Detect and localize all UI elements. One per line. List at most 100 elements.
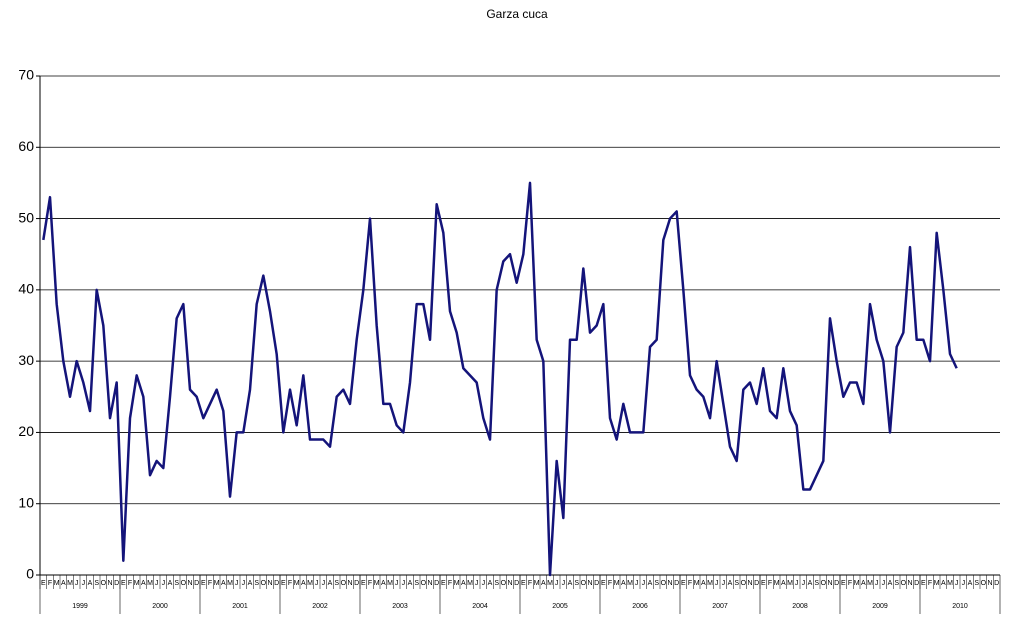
year-label: 2008: [792, 603, 808, 610]
x-tick-label: J: [162, 580, 166, 587]
x-tick-label: M: [294, 580, 300, 587]
x-tick-label: A: [328, 580, 333, 587]
x-tick-label: J: [75, 580, 79, 587]
x-tick-label: J: [962, 580, 966, 587]
x-tick-label: F: [48, 580, 52, 587]
y-tick-label: 60: [18, 138, 34, 154]
data-line: [42, 181, 958, 577]
x-tick-label: D: [274, 580, 279, 587]
x-tick-label: N: [267, 580, 272, 587]
x-tick-label: F: [768, 580, 772, 587]
year-label: 2001: [232, 603, 248, 610]
x-tick-label: O: [421, 580, 427, 587]
x-tick-label: J: [722, 580, 726, 587]
x-tick-label: O: [181, 580, 187, 587]
x-tick-label: E: [761, 580, 766, 587]
x-tick-label: J: [475, 580, 479, 587]
x-tick-label: A: [168, 580, 173, 587]
x-tick-label: A: [808, 580, 813, 587]
x-tick-label: D: [194, 580, 199, 587]
x-tick-label: A: [728, 580, 733, 587]
x-tick-label: E: [521, 580, 526, 587]
x-tick-label: J: [482, 580, 486, 587]
year-label: 1999: [72, 603, 88, 610]
x-tick-label: N: [827, 580, 832, 587]
x-tick-label: A: [248, 580, 253, 587]
year-label: 2005: [552, 603, 568, 610]
x-tick-label: F: [288, 580, 292, 587]
x-tick-label: A: [488, 580, 493, 587]
x-tick-label: J: [715, 580, 719, 587]
x-tick-label: S: [174, 580, 179, 587]
x-tick-label: A: [61, 580, 66, 587]
x-tick-label: J: [402, 580, 406, 587]
x-tick-label: E: [281, 580, 286, 587]
x-tick-label: E: [121, 580, 126, 587]
x-tick-label: A: [141, 580, 146, 587]
x-tick-label: A: [88, 580, 93, 587]
x-tick-label: A: [781, 580, 786, 587]
x-tick-label: J: [642, 580, 646, 587]
x-tick-label: J: [802, 580, 806, 587]
x-tick-label: F: [928, 580, 932, 587]
x-tick-label: J: [82, 580, 86, 587]
x-tick-label: D: [514, 580, 519, 587]
x-tick-label: S: [814, 580, 819, 587]
x-tick-label: M: [614, 580, 620, 587]
x-tick-label: N: [107, 580, 112, 587]
x-tick-label: J: [555, 580, 559, 587]
x-tick-label: E: [681, 580, 686, 587]
x-tick-label: N: [187, 580, 192, 587]
x-tick-label: D: [674, 580, 679, 587]
x-tick-label: M: [54, 580, 60, 587]
x-tick-label: F: [128, 580, 132, 587]
chart-title: Garza cuca: [486, 7, 548, 21]
x-tick-label: O: [261, 580, 267, 587]
x-tick-label: S: [414, 580, 419, 587]
x-tick-label: M: [307, 580, 313, 587]
x-tick-label: E: [441, 580, 446, 587]
x-tick-label: J: [322, 580, 326, 587]
x-tick-label: S: [254, 580, 259, 587]
x-tick-label: O: [661, 580, 667, 587]
x-tick-label: A: [968, 580, 973, 587]
x-tick-label: N: [667, 580, 672, 587]
x-tick-label: A: [541, 580, 546, 587]
x-tick-label: A: [568, 580, 573, 587]
x-tick-label: M: [787, 580, 793, 587]
x-tick-label: N: [907, 580, 912, 587]
x-tick-label: S: [334, 580, 339, 587]
x-tick-label: S: [574, 580, 579, 587]
x-tick-label: N: [747, 580, 752, 587]
x-tick-label: E: [601, 580, 606, 587]
x-tick-label: M: [694, 580, 700, 587]
x-tick-label: A: [461, 580, 466, 587]
y-tick-label: 30: [18, 352, 34, 368]
x-tick-label: M: [134, 580, 140, 587]
x-tick-label: O: [981, 580, 987, 587]
year-label: 2003: [392, 603, 408, 610]
x-tick-label: M: [947, 580, 953, 587]
x-tick-label: A: [861, 580, 866, 587]
x-tick-label: F: [208, 580, 212, 587]
x-tick-label: A: [381, 580, 386, 587]
x-tick-label: J: [315, 580, 319, 587]
x-tick-label: D: [834, 580, 839, 587]
x-tick-label: O: [101, 580, 107, 587]
x-tick-label: D: [354, 580, 359, 587]
x-tick-label: O: [581, 580, 587, 587]
x-tick-label: E: [921, 580, 926, 587]
x-tick-label: D: [594, 580, 599, 587]
year-label: 2002: [312, 603, 328, 610]
x-tick-label: F: [448, 580, 452, 587]
x-tick-label: A: [941, 580, 946, 587]
x-tick-label: O: [501, 580, 507, 587]
x-tick-label: J: [395, 580, 399, 587]
x-tick-label: D: [434, 580, 439, 587]
x-tick-label: O: [821, 580, 827, 587]
x-tick-label: S: [94, 580, 99, 587]
x-tick-label: J: [875, 580, 879, 587]
x-tick-label: J: [242, 580, 246, 587]
x-tick-label: O: [741, 580, 747, 587]
